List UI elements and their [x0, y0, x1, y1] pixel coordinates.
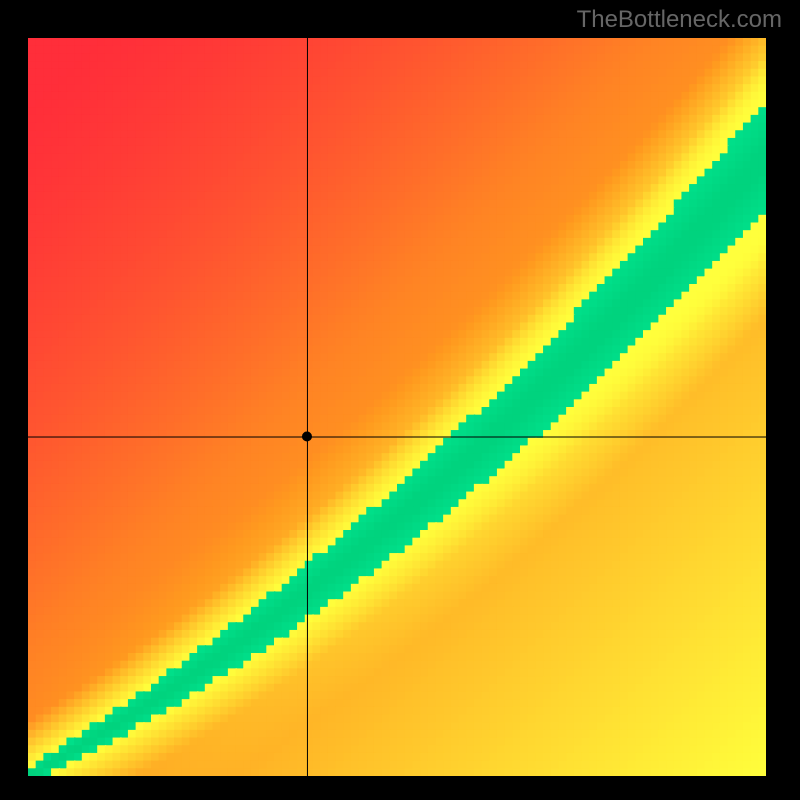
- chart-container: TheBottleneck.com: [0, 0, 800, 800]
- watermark-text: TheBottleneck.com: [577, 6, 782, 34]
- bottleneck-heatmap: [28, 38, 766, 776]
